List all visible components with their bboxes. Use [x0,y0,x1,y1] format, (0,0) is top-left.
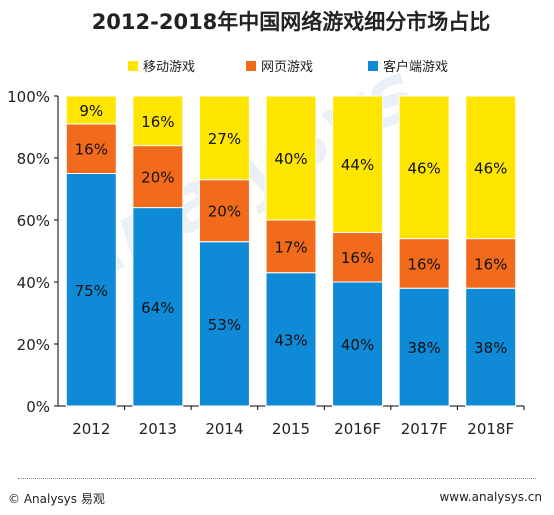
x-tick-label: 2012 [72,420,110,438]
legend-swatch [368,61,378,71]
bar-segment [265,272,317,407]
y-tick-label: 40% [17,274,50,292]
data-label: 40% [274,150,307,168]
legend: 移动游戏 网页游戏 客户端游戏 [128,59,448,75]
data-label: 44% [341,156,374,174]
legend-label: 移动游戏 [143,60,195,75]
bar-segment [332,95,384,233]
x-tick-label: 2016F [334,420,381,438]
data-label: 20% [141,169,174,187]
footer-divider [18,478,536,479]
bar-segment [398,287,450,407]
footer: © Analysys 易观 www.analysys.cn [0,478,554,515]
data-label: 53% [208,316,241,334]
data-label: 20% [208,203,241,221]
data-label: 16% [407,255,440,273]
copyright-text: © Analysys 易观 [8,492,105,506]
bar-segment [398,238,450,289]
data-label: 38% [407,339,440,357]
bar-segment [465,287,517,407]
website-link[interactable]: www.analysys.cn [439,490,542,504]
data-label: 64% [141,299,174,317]
x-tick-label: 2017F [401,420,448,438]
data-label: 9% [79,102,103,120]
bar-segment [132,207,184,407]
chart-title: 2012-2018年中国网络游戏细分市场占比 [92,10,491,34]
y-tick-label: 100% [7,88,50,106]
data-label: 40% [341,336,374,354]
bar-segment [132,95,184,147]
bar-segment [465,95,517,240]
data-label: 75% [75,282,108,300]
stacked-bar-chart: 2012-2018年中国网络游戏细分市场占比 Analysys 移动游戏网页游戏… [7,10,525,438]
data-label: 43% [274,331,307,349]
bar-segment [332,281,384,407]
legend-swatch [246,61,256,71]
bar-segment [65,123,117,174]
data-label: 16% [341,249,374,267]
bar-segment [65,95,117,125]
legend-label: 客户端游戏 [383,59,448,75]
data-label: 17% [274,238,307,256]
data-label: 16% [75,141,108,159]
bar-segment [198,179,250,243]
bar-segment [198,95,250,181]
legend-label: 网页游戏 [261,60,313,75]
legend-swatch [128,61,138,71]
y-tick-label: 20% [17,336,50,354]
y-tick-label: 60% [17,212,50,230]
x-tick-label: 2015 [272,420,310,438]
y-tick-label: 0% [26,398,50,416]
y-tick-label: 80% [17,150,50,168]
bar-segment [198,241,250,407]
data-label: 46% [474,159,507,177]
bar-segment [265,95,317,221]
bar-segment [65,173,117,407]
bars: 75% 16% 9% 64% 20% 16% 53% 20% 27% 43% 17% 40% 40% 16… [65,95,517,407]
data-label: 27% [208,130,241,148]
x-tick-label: 2013 [139,420,177,438]
bar-segment [465,238,517,289]
bar-segment [332,231,384,283]
bar-segment [265,219,317,274]
bar-segment [398,95,450,240]
data-label: 16% [474,255,507,273]
x-tick-label: 2014 [205,420,243,438]
x-tick-label: 2018F [467,420,514,438]
data-label: 38% [474,339,507,357]
data-label: 46% [407,159,440,177]
data-label: 16% [141,113,174,131]
bar-segment [132,145,184,209]
axes: 0% 20% 40% 60% 80% 100% 2012 2013 2014 2015 2016F 2… [7,88,525,438]
